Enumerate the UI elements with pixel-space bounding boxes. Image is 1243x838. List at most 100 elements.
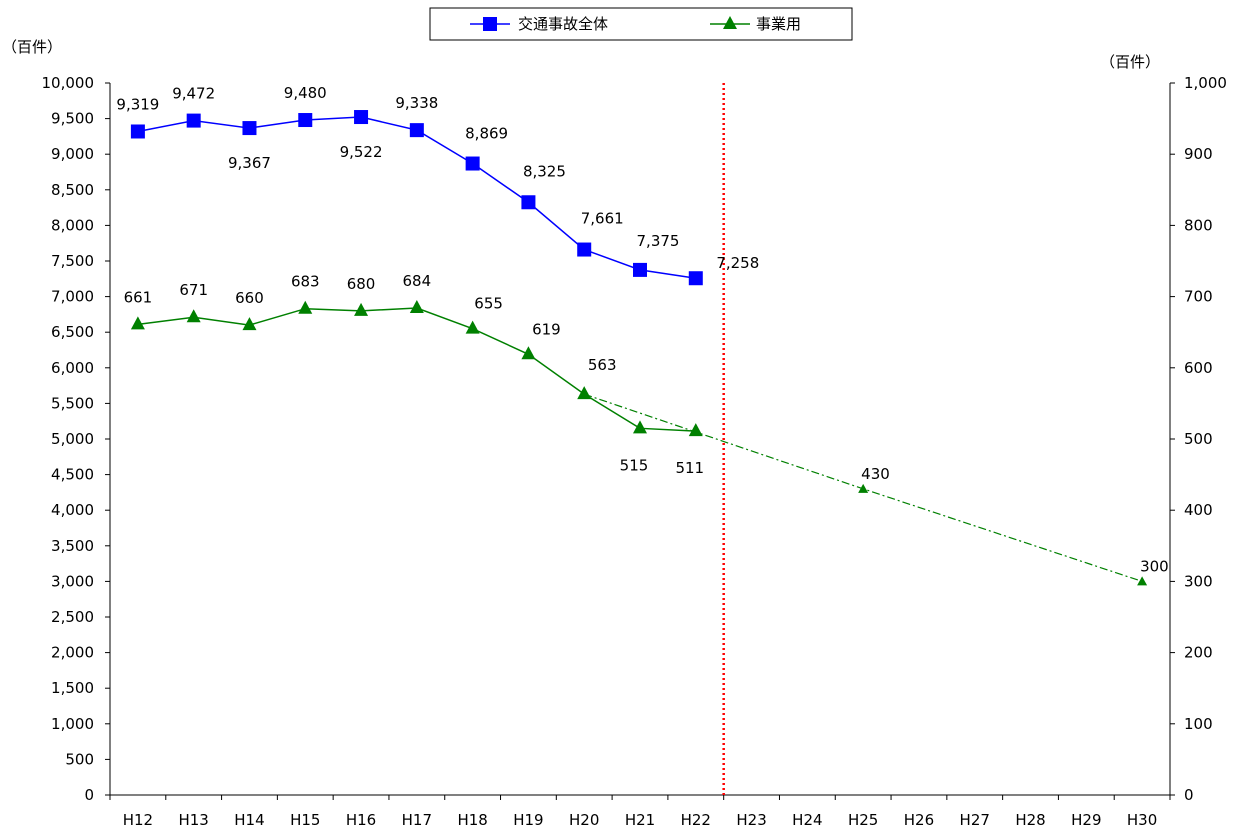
data-label: 661 [124, 288, 153, 306]
series-marker-triangle [409, 299, 424, 313]
x-tick-label: H28 [1015, 811, 1045, 829]
data-labels: 430 300 9,319 9,472 9,367 9,480 9,522 9,338 8,86… [116, 84, 1168, 575]
y-right-tick-label: 700 [1184, 288, 1213, 306]
target-label: 300 [1140, 557, 1169, 575]
series-marker-square [130, 124, 145, 139]
series-marker-square [242, 121, 257, 136]
y-right-tick-label: 300 [1184, 572, 1213, 590]
legend-triangle-icon [723, 16, 737, 29]
data-label: 655 [474, 295, 503, 313]
legend-label-commercial: 事業用 [756, 15, 801, 33]
x-tick-label: H14 [234, 811, 264, 829]
y-right-tick-label: 200 [1184, 644, 1213, 662]
x-tick-label: H26 [904, 811, 934, 829]
data-label: 680 [347, 275, 376, 293]
series-marker-square [633, 262, 647, 277]
data-label: 515 [620, 456, 649, 474]
y-left-tick-label: 9,000 [51, 145, 94, 163]
x-tick-label: H29 [1071, 811, 1101, 829]
y-left-tick-label: 2,000 [51, 644, 94, 662]
legend-label-total: 交通事故全体 [518, 15, 608, 33]
y-right-tick-label: 1,000 [1184, 74, 1227, 92]
data-label: 9,367 [228, 154, 271, 172]
x-tick-label: H13 [178, 811, 208, 829]
series-marker-square [409, 123, 424, 138]
series-marker-triangle [242, 317, 257, 331]
y-left-tick-label: 3,000 [51, 572, 94, 590]
target-label: 430 [861, 465, 890, 483]
data-label: 7,375 [637, 232, 680, 250]
target-marker [1137, 576, 1148, 586]
x-tick-label: H19 [513, 811, 543, 829]
series-marker-triangle [633, 420, 647, 434]
data-label: 7,661 [581, 210, 624, 228]
data-label: 8,869 [465, 125, 508, 143]
y-left-tick-label: 10,000 [42, 74, 95, 92]
x-tick-label: H18 [457, 811, 487, 829]
x-tick-label: H24 [792, 811, 822, 829]
y-left-tick-label: 3,500 [51, 537, 94, 555]
x-tick-label: H23 [736, 811, 766, 829]
series-marker-triangle [354, 302, 369, 316]
series-marker-triangle [688, 423, 703, 437]
series-marker-triangle [577, 386, 592, 400]
data-label: 563 [588, 356, 617, 374]
y-left-tick-label: 500 [65, 750, 94, 768]
series-marker-triangle [298, 300, 313, 314]
series-marker-square [298, 113, 313, 128]
data-label: 683 [291, 273, 320, 291]
x-tick-label: H16 [346, 811, 376, 829]
y-left-tick-label: 5,500 [51, 394, 94, 412]
series-marker-triangle [186, 309, 201, 323]
data-label: 9,319 [116, 95, 159, 113]
series-line-total [137, 116, 696, 279]
axes: 0 500 1,000 1,500 2,000 2,500 3,000 3,500 4,000 4… [2, 38, 1227, 829]
x-tick-label: H30 [1127, 811, 1157, 829]
x-tick-label: H12 [123, 811, 153, 829]
y-left-tick-label: 4,500 [51, 466, 94, 484]
x-tick-label: H15 [290, 811, 320, 829]
series-marker-square [354, 110, 369, 125]
data-label: 671 [179, 281, 208, 299]
y-left-tick-label: 1,000 [51, 715, 94, 733]
series-marker-square [186, 113, 201, 128]
x-tick-label: H17 [402, 811, 432, 829]
series-marker-square [521, 195, 536, 210]
y-left-tick-label: 1,500 [51, 679, 94, 697]
y-right-tick-label: 600 [1184, 359, 1213, 377]
data-label: 7,258 [716, 254, 759, 272]
data-label: 9,338 [395, 94, 438, 112]
legend: 交通事故全体 事業用 [429, 7, 853, 41]
y-left-tick-label: 8,500 [51, 181, 94, 199]
y-right-axis-label: （百件） [1100, 53, 1160, 71]
series-marker-square [688, 271, 703, 286]
y-left-axis-label: （百件） [2, 38, 62, 56]
y-left-tick-label: 0 [84, 786, 94, 804]
x-tick-label: H20 [569, 811, 599, 829]
target-marker [858, 483, 869, 493]
series-marker-triangle [521, 346, 536, 360]
y-left-tick-label: 5,000 [51, 430, 94, 448]
y-left-tick-label: 6,000 [51, 359, 94, 377]
x-tick-label: H25 [848, 811, 878, 829]
data-label: 684 [403, 272, 432, 290]
y-left-tick-label: 8,000 [51, 216, 94, 234]
y-left-tick-label: 7,000 [51, 288, 94, 306]
data-label: 619 [532, 320, 561, 338]
y-right-tick-label: 400 [1184, 501, 1213, 519]
x-tick-label: H21 [625, 811, 655, 829]
data-label: 9,480 [284, 84, 327, 102]
y-left-tick-label: 7,500 [51, 252, 94, 270]
x-tick-label: H22 [681, 811, 711, 829]
data-label: 9,472 [172, 85, 215, 103]
data-label: 8,325 [523, 162, 566, 180]
y-left-tick-label: 4,000 [51, 501, 94, 519]
y-right-tick-label: 500 [1184, 430, 1213, 448]
x-tick-label: H27 [960, 811, 990, 829]
y-right-tick-label: 0 [1184, 786, 1194, 804]
data-label: 9,522 [340, 143, 383, 161]
series-lines [130, 83, 1148, 795]
y-right-tick-label: 100 [1184, 715, 1213, 733]
